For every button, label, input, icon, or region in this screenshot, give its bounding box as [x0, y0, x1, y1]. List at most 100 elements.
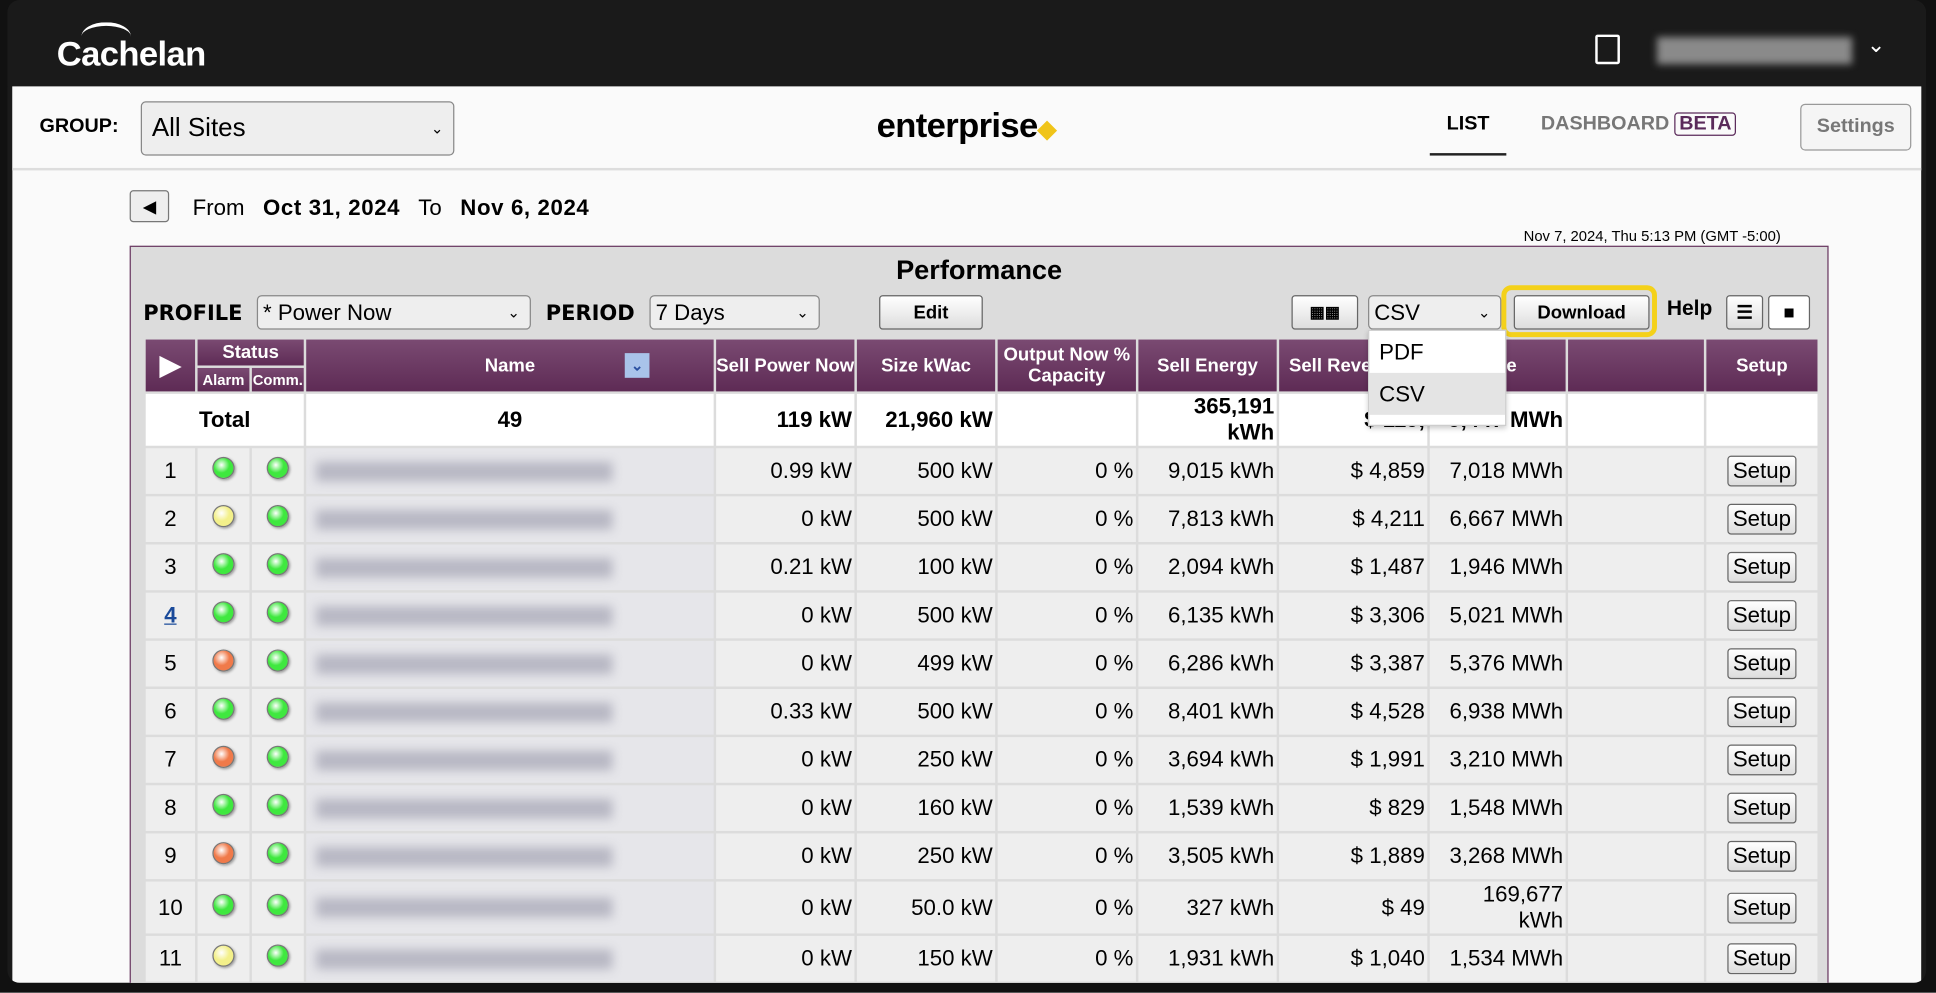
- sell-power: 0.33 kW: [716, 688, 855, 735]
- sell-power: 0 kW: [716, 833, 855, 880]
- alarm-status-orange-icon: [212, 649, 235, 672]
- site-name-cell[interactable]: [306, 592, 714, 639]
- sell-revenue: $ 3,387: [1279, 640, 1428, 687]
- setup-button[interactable]: Setup: [1727, 744, 1796, 776]
- setup-button[interactable]: Setup: [1727, 696, 1796, 728]
- comm-status-green-icon: [266, 601, 289, 624]
- logo[interactable]: Cachelan: [56, 34, 206, 73]
- video-camera-icon[interactable]: ■: [1768, 295, 1811, 330]
- expand-column-header[interactable]: ▶: [145, 339, 196, 392]
- setup-cell: Setup: [1706, 688, 1818, 735]
- sort-dropdown-icon[interactable]: ⌄: [624, 353, 650, 378]
- setup-button[interactable]: Setup: [1727, 600, 1796, 631]
- blank-cell: [1568, 881, 1704, 934]
- alarm-cell: [197, 833, 250, 880]
- alarm-status-yellow-icon: [212, 944, 235, 967]
- tab-dashboard-label: DASHBOARD: [1540, 113, 1670, 135]
- setup-button[interactable]: Setup: [1727, 551, 1796, 583]
- lifetime: 169,677 kWh: [1429, 881, 1566, 934]
- user-name-redacted[interactable]: [1656, 37, 1853, 65]
- setup-button[interactable]: Setup: [1727, 455, 1796, 487]
- chevron-down-icon[interactable]: ⌄: [1866, 32, 1886, 57]
- site-name-cell[interactable]: [306, 833, 714, 880]
- brand-text: enterprise: [876, 106, 1039, 145]
- site-name-cell[interactable]: [306, 640, 714, 687]
- row-number: 1: [145, 448, 196, 494]
- alarm-status-green-icon: [212, 553, 235, 576]
- from-label: From: [192, 195, 245, 220]
- comm-header: Comm.: [251, 367, 304, 392]
- blank-cell: [1568, 496, 1704, 543]
- size-header[interactable]: Size kWac: [856, 339, 996, 392]
- row-number: 8: [145, 785, 196, 831]
- site-name-redacted: [316, 701, 613, 722]
- tab-list[interactable]: LIST: [1429, 114, 1507, 156]
- comm-status-green-icon: [266, 745, 289, 768]
- comm-cell: [251, 448, 304, 494]
- settings-button[interactable]: Settings: [1800, 103, 1912, 151]
- site-name-redacted: [316, 948, 613, 969]
- site-name-cell[interactable]: [306, 737, 714, 783]
- chevron-down-icon: ⌄: [1477, 303, 1491, 322]
- setup-button[interactable]: Setup: [1727, 892, 1796, 923]
- blank-cell: [1568, 592, 1704, 639]
- help-document-icon[interactable]: ☰: [1726, 295, 1764, 330]
- brand-diamond-icon: ◆: [1037, 116, 1057, 144]
- format-select[interactable]: CSV ⌄: [1368, 295, 1502, 330]
- site-name-cell[interactable]: [306, 448, 714, 494]
- setup-button[interactable]: Setup: [1727, 792, 1796, 824]
- setup-cell: Setup: [1706, 833, 1818, 880]
- size: 250 kW: [856, 737, 996, 783]
- site-name-cell[interactable]: [306, 785, 714, 831]
- output-header[interactable]: Output Now % Capacity: [997, 339, 1136, 392]
- site-name-cell[interactable]: [306, 688, 714, 735]
- edit-button[interactable]: Edit: [879, 295, 983, 330]
- format-value: CSV: [1374, 299, 1420, 325]
- lifetime: 5,376 MWh: [1429, 640, 1566, 687]
- setup-button[interactable]: Setup: [1727, 648, 1796, 680]
- site-name-cell[interactable]: [306, 544, 714, 591]
- table-row: 2 0 kW 500 kW 0 % 7,813 kWh $ 4,211 6,667 MWh S…: [145, 496, 1818, 543]
- format-option-csv[interactable]: CSV: [1369, 372, 1506, 415]
- blank-cell: [1568, 935, 1704, 982]
- row-number-link[interactable]: 4: [164, 602, 177, 628]
- column-layout-button[interactable]: ▦▦: [1291, 295, 1359, 330]
- blank-cell: [1568, 737, 1704, 783]
- name-header[interactable]: Name ⌄: [306, 339, 714, 392]
- site-name-cell[interactable]: [306, 935, 714, 982]
- sell-energy-header[interactable]: Sell Energy: [1138, 339, 1277, 392]
- format-option-pdf[interactable]: PDF: [1379, 339, 1424, 365]
- profile-select[interactable]: * Power Now ⌄: [256, 295, 531, 330]
- alarm-cell: [197, 935, 250, 982]
- help-link[interactable]: Help: [1666, 296, 1713, 320]
- comm-cell: [251, 785, 304, 831]
- group-value: All Sites: [151, 113, 246, 142]
- format-dropdown: PDF CSV: [1368, 329, 1507, 426]
- download-button[interactable]: Download: [1513, 295, 1650, 330]
- sell-revenue: $ 4,211: [1279, 496, 1428, 543]
- site-name-cell[interactable]: [306, 881, 714, 934]
- setup-button[interactable]: Setup: [1727, 503, 1796, 535]
- performance-table: ▶ Status Name ⌄ Sell Power Now Size kWac …: [143, 337, 1820, 983]
- table-row: 8 0 kW 160 kW 0 % 1,539 kWh $ 829 1,548 MWh Set…: [145, 785, 1818, 831]
- sell-power-header[interactable]: Sell Power Now: [716, 339, 855, 392]
- alarm-cell: [197, 640, 250, 687]
- tab-dashboard[interactable]: DASHBOARD BETA: [1540, 112, 1737, 136]
- setup-cell: Setup: [1706, 935, 1818, 982]
- document-info-icon[interactable]: [1595, 34, 1620, 65]
- alarm-status-yellow-icon: [212, 504, 235, 528]
- row-number: 6: [145, 688, 196, 735]
- site-name-cell[interactable]: [306, 496, 714, 543]
- comm-cell: [251, 688, 304, 735]
- sell-revenue: $ 829: [1279, 785, 1428, 831]
- setup-button[interactable]: Setup: [1727, 943, 1796, 975]
- group-select[interactable]: All Sites ⌄: [140, 101, 455, 156]
- comm-cell: [251, 881, 304, 934]
- previous-period-button[interactable]: ◀: [129, 190, 170, 223]
- sell-energy: 327 kWh: [1138, 881, 1277, 934]
- caret-left-icon: ◀: [142, 195, 157, 216]
- sell-revenue: $ 4,859: [1279, 448, 1428, 494]
- setup-button[interactable]: Setup: [1727, 840, 1796, 872]
- site-name-redacted: [316, 798, 613, 818]
- period-select[interactable]: 7 Days ⌄: [649, 295, 820, 330]
